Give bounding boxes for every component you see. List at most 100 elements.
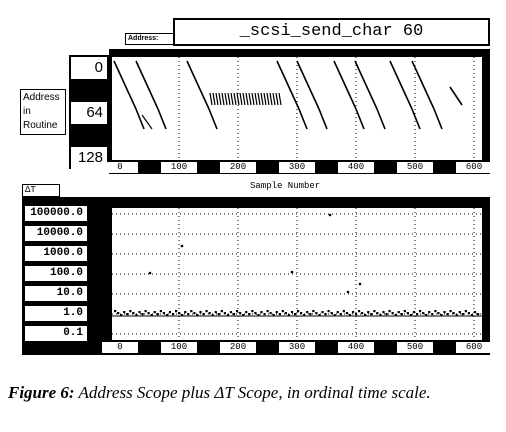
delta-point [391,312,394,315]
address-trace-segment [333,60,357,110]
delta-point [281,310,284,313]
delta-x-tick: 300 [279,342,315,353]
delta-point [388,310,391,313]
delta-point [434,310,437,313]
delta-point [297,310,300,313]
delta-point [266,310,269,313]
address-trace-segment [376,108,386,130]
delta-point [312,310,315,313]
delta-y-label: 10000.0 [25,226,87,241]
address-trace-segment [449,86,463,106]
delta-point [364,314,367,317]
delta-point [394,314,397,317]
delta-point [293,313,297,316]
delta-point [214,311,217,314]
figure-caption: Figure 6: Address Scope plus ΔT Scope, i… [8,383,503,403]
delta-point [278,313,281,316]
delta-point [178,312,181,315]
delta-y-label: 1.0 [25,306,87,321]
delta-point [403,310,406,313]
delta-x-tick: 600 [456,342,492,353]
delta-point [144,310,147,313]
address-trace-segment [141,114,153,130]
address-trace-segment [239,92,243,106]
delta-point [367,311,370,314]
delta-point [236,310,239,313]
delta-y-label: 100.0 [25,266,87,281]
address-trace-segment [224,92,228,106]
address-trace-segment [218,92,222,106]
delta-point [327,310,330,313]
address-trace-segment [266,92,270,106]
delta-point [287,314,291,317]
address-trace-segment [269,92,273,106]
address-trace-segment [135,108,145,130]
delta-point [275,311,278,314]
address-x-tick: 300 [279,162,315,173]
delta-point [263,313,266,316]
address-scope-trace [113,57,475,160]
address-scope-plot [112,57,482,160]
address-x-tick: 100 [161,162,197,173]
address-trace-segment [209,92,213,106]
address-trace-segment [230,92,234,106]
delta-point [284,312,287,315]
delta-point [162,312,165,315]
delta-point [211,314,214,317]
delta-point [159,310,162,313]
delta-point [251,310,254,313]
address-trace-segment [263,92,267,106]
delta-point [168,311,172,314]
delta-point [415,313,419,316]
address-trace-segment [275,92,279,106]
address-trace-segment [355,108,365,130]
delta-point [358,310,361,313]
address-trace-segment [260,92,264,106]
delta-scope-trace [112,208,482,340]
delta-point [184,311,187,314]
routine-name-field[interactable]: _scsi_send_char 60 [173,18,490,46]
delta-point [321,311,324,314]
delta-point [461,313,464,316]
delta-point [199,311,202,314]
delta-y-label: 10.0 [25,286,87,301]
delta-point [245,311,248,314]
delta-point [345,312,348,315]
delta-point [406,312,409,315]
delta-outlier-point [290,270,294,274]
delta-point [348,314,352,317]
address-trace-segment [298,108,308,130]
delta-point [458,311,461,314]
delta-point [242,314,245,317]
delta-point [376,312,379,315]
delta-outlier-point [148,271,152,275]
delta-point [147,312,150,315]
address-trace-segment [254,92,258,106]
delta-point [437,312,440,315]
delta-outlier-point [358,282,362,286]
address-trace-segment [242,92,246,106]
figure-label: Figure 6: [8,383,75,402]
delta-point [187,313,190,316]
delta-point [257,314,260,317]
address-trace-segment [276,60,300,110]
delta-point [272,314,275,317]
delta-point [205,310,208,313]
delta-point [361,312,364,315]
delta-point [138,311,141,314]
delta-point [452,312,455,315]
delta-point [126,313,129,316]
delta-point [431,313,434,316]
delta-point [196,314,199,317]
address-trace-segment [236,92,240,106]
delta-outlier-point [346,290,350,294]
delta-point [470,314,474,317]
delta-point [165,314,169,317]
delta-point [455,314,458,317]
delta-point [354,313,358,316]
address-y-label-128: 128 [71,147,107,169]
address-trace-segment [296,60,320,110]
address-x-tick: 200 [220,162,256,173]
delta-point [473,311,477,314]
address-trace-segment [186,60,210,110]
